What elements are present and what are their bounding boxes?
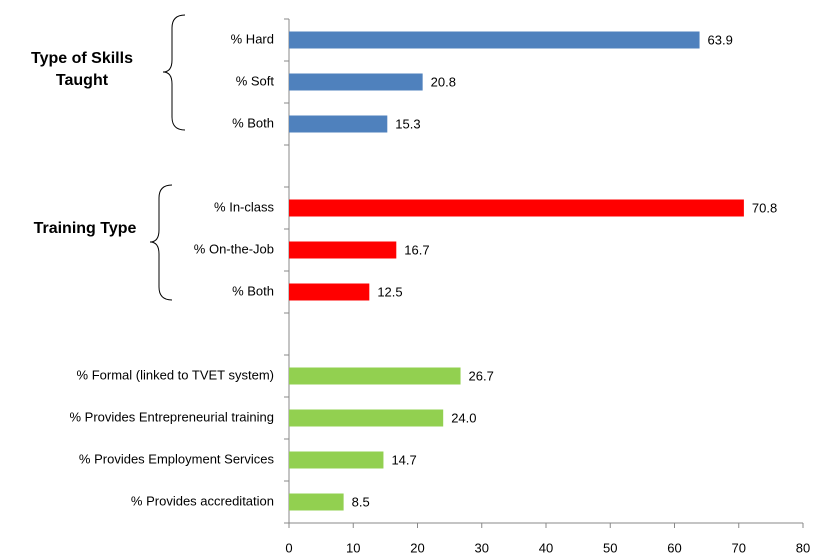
category-label: % In-class (214, 199, 274, 214)
category-label: % Formal (linked to TVET system) (77, 367, 274, 382)
category-label: % Soft (236, 73, 275, 88)
value-label: 70.8 (752, 200, 777, 215)
x-tick-label: 70 (732, 540, 746, 555)
value-label: 26.7 (469, 368, 494, 383)
x-tick-label: 0 (285, 540, 292, 555)
bar (289, 367, 461, 385)
value-label: 12.5 (377, 284, 402, 299)
group-label: Training Type (33, 220, 137, 237)
value-label: 20.8 (431, 74, 456, 89)
bar (289, 241, 397, 259)
x-tick-label: 30 (475, 540, 489, 555)
bar (289, 283, 370, 301)
value-label: 16.7 (404, 242, 429, 257)
value-label: 24.0 (451, 410, 476, 425)
value-label: 15.3 (395, 116, 420, 131)
group-bracket (162, 14, 186, 131)
category-label: % Hard (231, 31, 274, 46)
category-label: % On-the-Job (194, 241, 274, 256)
bar (289, 409, 444, 427)
value-label: 8.5 (352, 494, 370, 509)
x-tick-label: 80 (796, 540, 810, 555)
bar (289, 115, 388, 133)
x-tick-label: 60 (667, 540, 681, 555)
category-label: % Provides accreditation (131, 493, 274, 508)
x-tick-label: 50 (603, 540, 617, 555)
x-tick-label: 10 (346, 540, 360, 555)
bar (289, 451, 384, 469)
bar (289, 493, 344, 511)
value-label: 14.7 (391, 452, 416, 467)
x-tick-label: 40 (539, 540, 553, 555)
bar (289, 199, 744, 217)
bar (289, 73, 423, 91)
x-tick-label: 20 (410, 540, 424, 555)
group-label: Type of Skills Taught (31, 50, 133, 89)
category-label: % Provides Entrepreneurial training (70, 409, 275, 424)
group-bracket (149, 184, 173, 301)
bar (289, 31, 700, 49)
category-label: % Both (232, 115, 274, 130)
value-label: 63.9 (708, 32, 733, 47)
category-label: % Both (232, 283, 274, 298)
category-label: % Provides Employment Services (79, 451, 275, 466)
